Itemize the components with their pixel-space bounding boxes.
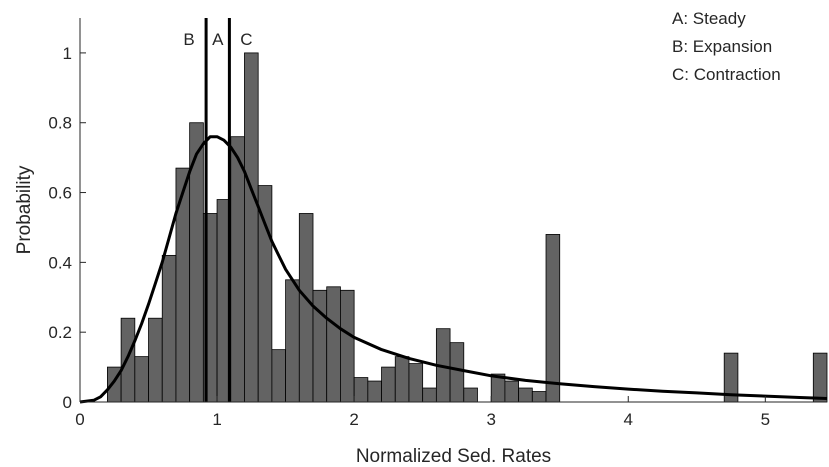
legend-entry: B: Expansion [672,37,772,56]
histogram-bar [148,317,163,403]
x-tick-label: 4 [624,410,633,429]
axes [79,18,827,403]
x-axis-ticks: 0 1 2 3 4 5 [75,396,770,429]
y-tick-label: 0.6 [48,184,72,203]
histogram-bars [107,52,828,403]
legend-entry: C: Contraction [672,65,781,84]
marker-label: C [240,30,252,49]
x-tick-label: 0 [75,410,84,429]
marker-label: A [212,30,224,49]
histogram-bar [271,349,286,403]
histogram-bar [161,254,177,403]
y-tick-label: 0 [63,393,72,412]
histogram-bar [381,366,396,403]
histogram-bar [504,380,520,403]
histogram-bar [812,352,828,403]
x-tick-label: 1 [212,410,221,429]
histogram-bar [134,356,149,403]
histogram-bar [408,363,424,403]
x-tick-label: 2 [349,410,358,429]
marker-lines [204,18,231,402]
y-tick-label: 0.8 [48,114,72,133]
legend: A: Steady B: Expansion C: Contraction [672,9,781,84]
histogram-bar [244,52,259,403]
x-tick-label: 3 [486,410,495,429]
legend-entry: A: Steady [672,9,746,28]
x-axis-label: Normalized Sed. Rates [356,446,551,467]
y-tick-label: 0.2 [48,323,72,342]
histogram-bar [367,380,382,403]
histogram-bar [518,387,533,403]
histogram-bar [394,356,410,403]
y-axis-label: Probability [14,165,35,254]
histogram-bar [285,279,300,403]
histogram-bar [120,317,136,403]
y-axis-ticks: 0 0.2 0.4 0.6 0.8 1 [48,44,86,412]
histogram-bar [449,342,465,403]
histogram-bar [326,286,341,403]
y-tick-label: 0.4 [48,253,72,272]
histogram-bar [545,234,561,403]
histogram-bar [531,391,547,403]
histogram-bar [353,377,369,403]
y-tick-label: 1 [63,44,72,63]
marker-label: B [183,30,194,49]
x-tick-label: 5 [761,410,770,429]
fit-curve [79,135,828,404]
histogram-bar [298,213,314,403]
histogram-bar [463,387,478,403]
histogram-bar [230,136,245,403]
histogram-bar [340,289,355,403]
histogram-bar [257,185,273,403]
histogram-bar [422,387,437,403]
fit-curve-layer [79,135,828,404]
